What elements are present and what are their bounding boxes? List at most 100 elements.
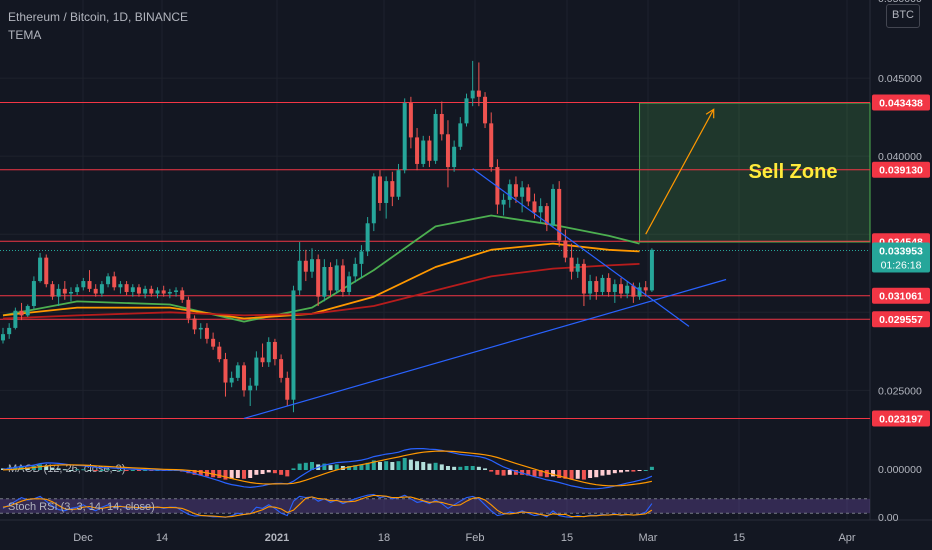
candle-body — [551, 188, 556, 225]
candle-body — [229, 377, 234, 383]
candle-body — [198, 327, 203, 330]
macd-bar — [557, 470, 562, 478]
macd-bar — [248, 470, 253, 478]
candle-body — [167, 291, 172, 294]
macd-bar — [334, 464, 339, 470]
candle-body — [563, 240, 568, 258]
macd-bar — [285, 470, 290, 477]
drawings[interactable] — [243, 108, 727, 420]
candle-body — [112, 276, 117, 288]
macd-bar — [81, 469, 86, 471]
time-tick: 15 — [733, 532, 745, 544]
candle-body — [25, 306, 30, 316]
time-axis[interactable]: Dec 14 2021 18 Feb 15 Mar 15 Apr — [73, 532, 856, 544]
price-axis[interactable]: 0.025000 0.040000 0.045000 0.050000 0.000000… — [872, 0, 930, 524]
price-tick: 0.050000 — [878, 0, 922, 5]
candle-body — [594, 281, 599, 292]
macd-bar — [384, 461, 389, 470]
candle-body — [581, 263, 586, 294]
macd-bar — [130, 470, 135, 471]
candle-body — [643, 287, 648, 291]
macd-bar — [489, 470, 494, 472]
candle-body — [513, 184, 518, 197]
macd-bar — [143, 470, 148, 471]
candle-body — [557, 188, 562, 241]
macd-bar — [439, 464, 444, 470]
macd-bar — [563, 470, 568, 479]
candle-body — [637, 287, 642, 297]
macd-bar — [575, 470, 580, 479]
sell-zone-label: Sell Zone — [749, 161, 838, 183]
macd-bar — [594, 470, 599, 478]
candle-body — [507, 184, 512, 200]
stoch-rsi-pane: Stoch RSI (3, 3, 14, 14, close) — [0, 493, 870, 518]
candle-body — [93, 288, 98, 294]
candle-body — [365, 223, 370, 252]
macd-bar — [118, 470, 123, 471]
candle-body — [50, 284, 55, 297]
candle-body — [279, 359, 284, 378]
candle-body — [316, 259, 321, 297]
candle-body — [631, 285, 636, 297]
candle-body — [470, 90, 475, 99]
candle-body — [458, 123, 463, 147]
macd-bar — [551, 470, 556, 477]
macd-bar — [520, 470, 525, 475]
macd-bar — [62, 469, 67, 471]
candle-body — [520, 187, 525, 197]
candle-body — [483, 96, 488, 124]
candle-body — [501, 199, 506, 205]
candle-body — [19, 310, 24, 316]
candle-body — [433, 113, 438, 161]
macd-bar — [606, 470, 611, 475]
symbol-title[interactable]: Ethereum / Bitcoin, 1D, BINANCE — [8, 10, 189, 24]
macd-bar — [235, 470, 240, 478]
candle-body — [489, 123, 494, 168]
candle-body — [211, 338, 216, 347]
macd-bar — [254, 470, 259, 475]
macd-bar — [427, 463, 432, 470]
projection-arrow — [645, 109, 715, 235]
macd-line — [2, 448, 653, 490]
candle-body — [248, 385, 253, 391]
candle-body — [353, 263, 358, 277]
macd-bar — [415, 461, 420, 470]
candle-body — [192, 318, 197, 330]
trendline — [243, 278, 727, 420]
macd-bar — [75, 469, 80, 471]
last-price-text: 0.033953 — [879, 246, 923, 258]
candle-body — [303, 260, 308, 272]
candle-body — [606, 277, 611, 292]
currency-badge[interactable]: BTC — [886, 4, 920, 28]
level-price-tag — [872, 287, 930, 304]
candle-body — [155, 290, 160, 294]
time-tick: 18 — [378, 532, 390, 544]
macd-bar — [402, 458, 407, 470]
candle-body — [649, 249, 654, 291]
horizontal-levels[interactable] — [0, 101, 870, 420]
macd-bar — [464, 466, 469, 470]
candle-body — [476, 90, 481, 97]
macd-bar — [513, 470, 518, 475]
macd-bar — [25, 467, 30, 470]
candle-body — [44, 257, 49, 285]
macd-bar — [99, 470, 104, 471]
candle-body — [439, 113, 444, 135]
candle-body — [377, 176, 382, 203]
candle-body — [161, 290, 166, 294]
indicator-label[interactable]: TEMA — [8, 28, 42, 42]
level-price-tag — [872, 94, 930, 111]
macd-bar — [13, 466, 18, 470]
macd-bar — [347, 466, 352, 470]
macd-bar — [44, 466, 49, 470]
macd-bar — [581, 470, 586, 480]
moving-average-line — [2, 214, 640, 323]
trendline — [472, 168, 690, 327]
macd-bar — [223, 470, 228, 480]
candle-body — [600, 277, 605, 292]
candle-body — [272, 341, 277, 360]
time-tick: 2021 — [265, 532, 289, 544]
macd-bar — [526, 470, 531, 476]
macd-bar — [260, 470, 265, 474]
